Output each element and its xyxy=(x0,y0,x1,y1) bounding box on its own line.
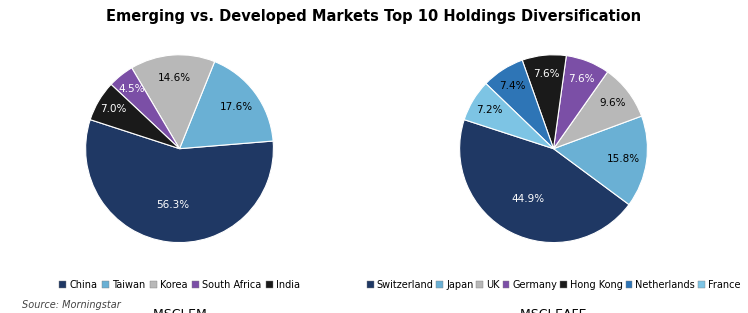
Wedge shape xyxy=(465,84,554,149)
Wedge shape xyxy=(85,120,274,243)
Legend: Switzerland, Japan, UK, Germany, Hong Kong, Netherlands, France: Switzerland, Japan, UK, Germany, Hong Ko… xyxy=(365,278,742,292)
Wedge shape xyxy=(554,72,642,149)
Text: 7.0%: 7.0% xyxy=(100,105,126,115)
Wedge shape xyxy=(132,55,215,149)
Wedge shape xyxy=(91,85,180,149)
Wedge shape xyxy=(554,56,607,149)
Text: 56.3%: 56.3% xyxy=(156,200,189,210)
Text: 4.5%: 4.5% xyxy=(118,84,144,94)
Wedge shape xyxy=(522,55,566,149)
Text: 7.6%: 7.6% xyxy=(533,69,560,79)
Text: 14.6%: 14.6% xyxy=(158,74,191,84)
Legend: China, Taiwan, Korea, South Africa, India: China, Taiwan, Korea, South Africa, Indi… xyxy=(58,278,301,292)
Text: 7.2%: 7.2% xyxy=(476,105,503,115)
Wedge shape xyxy=(554,116,648,205)
Text: 7.6%: 7.6% xyxy=(568,74,595,84)
Wedge shape xyxy=(459,120,629,243)
Text: 15.8%: 15.8% xyxy=(607,154,640,164)
Text: Emerging vs. Developed Markets Top 10 Holdings Diversification: Emerging vs. Developed Markets Top 10 Ho… xyxy=(106,9,642,24)
Wedge shape xyxy=(180,62,273,149)
Text: 17.6%: 17.6% xyxy=(220,102,253,112)
Text: Source: Morningstar: Source: Morningstar xyxy=(22,300,121,310)
Text: MSCI EM: MSCI EM xyxy=(153,308,206,313)
Wedge shape xyxy=(111,68,180,149)
Wedge shape xyxy=(486,60,554,149)
Text: 9.6%: 9.6% xyxy=(600,98,626,108)
Text: MSCI EAFE: MSCI EAFE xyxy=(521,308,586,313)
Text: 7.4%: 7.4% xyxy=(500,80,526,90)
Text: 44.9%: 44.9% xyxy=(511,194,545,204)
